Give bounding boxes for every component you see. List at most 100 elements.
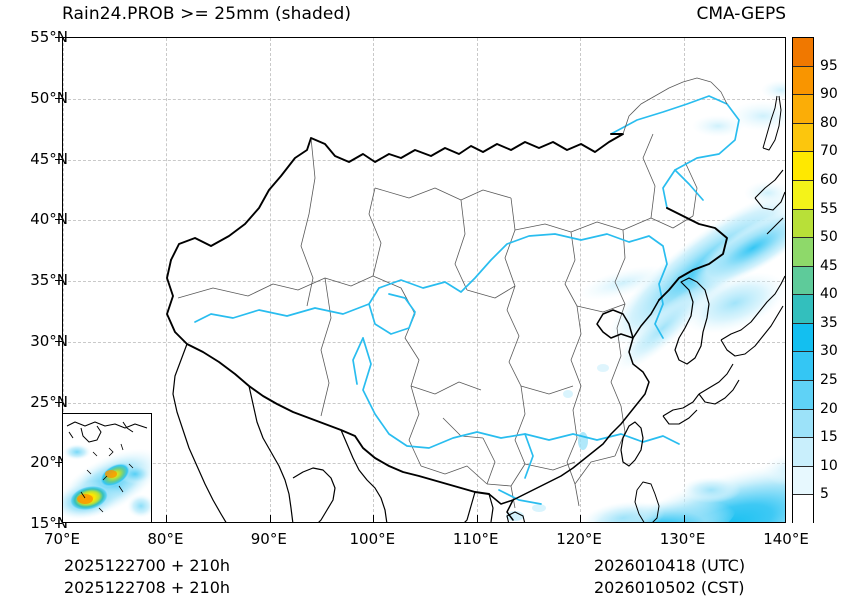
coastline-japan xyxy=(662,169,785,425)
coastline-philippines xyxy=(634,481,660,522)
colorbar-label-50: 50 xyxy=(820,229,838,246)
gridline-lat-35 xyxy=(63,281,785,282)
xtick-label-120: 120°E xyxy=(556,530,602,548)
ytick-label-20: 20°N xyxy=(30,453,68,472)
colorbar-label-10: 10 xyxy=(820,457,838,474)
xtick-label-70: 70°E xyxy=(43,530,81,548)
national-border-northeast xyxy=(658,207,728,301)
inset-canvas xyxy=(63,414,151,522)
colorbar[interactable] xyxy=(792,37,814,524)
xtick-100 xyxy=(373,515,375,522)
colorbar-label-25: 25 xyxy=(820,372,838,389)
colorbar-band-50 xyxy=(793,209,813,239)
footer-init-time-utc: 2025122700 + 210h xyxy=(64,556,231,575)
colorbar-band-30 xyxy=(793,323,813,353)
colorbar-band-0 xyxy=(793,495,813,524)
gridline-lat-45 xyxy=(63,159,785,161)
colorbar-label-20: 20 xyxy=(820,400,838,417)
map-plot-area[interactable] xyxy=(62,37,786,523)
xtick-label-140: 140°E xyxy=(763,530,809,548)
coastline-taiwan xyxy=(620,421,644,467)
colorbar-label-70: 70 xyxy=(820,143,838,160)
ytick-label-15: 15°N xyxy=(30,514,68,532)
page-title: Rain24.PROB >= 25mm (shaded) xyxy=(62,4,352,24)
colorbar-band-10 xyxy=(793,438,813,467)
ytick-45 xyxy=(55,158,62,160)
ytick-label-35: 35°N xyxy=(30,271,68,289)
rivers xyxy=(194,95,740,505)
footer-valid-time-cst: 2026010502 (CST) xyxy=(594,578,745,597)
ytick-label-55: 55°N xyxy=(30,28,68,46)
ytick-20 xyxy=(55,462,62,464)
coastline-hainan xyxy=(506,511,526,522)
colorbar-band-55 xyxy=(793,180,813,210)
xtick-label-90: 90°E xyxy=(250,530,287,548)
colorbar-label-5: 5 xyxy=(820,486,829,503)
xtick-110 xyxy=(476,515,478,522)
colorbar-label-55: 55 xyxy=(820,200,838,217)
colorbar-band-35 xyxy=(793,295,813,324)
gridline-lon-90 xyxy=(269,38,271,522)
colorbar-band-80 xyxy=(793,95,813,124)
ytick-30 xyxy=(55,340,62,342)
colorbar-band-70 xyxy=(793,123,813,153)
province-borders xyxy=(177,133,698,509)
colorbar-band-20 xyxy=(793,381,813,410)
colorbar-label-40: 40 xyxy=(820,286,838,303)
gridline-lon-120 xyxy=(580,38,582,522)
map-linework-layer xyxy=(166,77,785,522)
colorbar-label-30: 30 xyxy=(820,343,838,360)
colorbar-label-90: 90 xyxy=(820,86,838,103)
gridline-lat-40 xyxy=(63,220,785,222)
gridline-lat-50 xyxy=(63,98,785,100)
map-canvas xyxy=(63,38,785,522)
coastline-korea xyxy=(674,277,710,365)
ytick-15 xyxy=(55,523,62,524)
gridline-lat-25 xyxy=(63,402,785,404)
gridline-lon-100 xyxy=(373,38,375,522)
ytick-label-25: 25°N xyxy=(30,392,68,411)
ytick-50 xyxy=(55,97,62,99)
coastline-indochina xyxy=(464,491,494,522)
colorbar-band-60 xyxy=(793,152,813,181)
coastline-china xyxy=(488,299,660,521)
inset-map-south-china-sea[interactable] xyxy=(62,413,152,523)
xtick-label-100: 100°E xyxy=(349,530,396,548)
colorbar-band-95+ xyxy=(793,38,813,67)
colorbar-band-40 xyxy=(793,266,813,296)
colorbar-label-60: 60 xyxy=(820,171,838,188)
colorbar-label-15: 15 xyxy=(820,429,838,446)
xtick-label-130: 130°E xyxy=(659,530,706,548)
colorbar-label-80: 80 xyxy=(820,114,838,131)
gridline-lon-70 xyxy=(63,38,64,522)
footer-valid-time-utc: 2026010418 (UTC) xyxy=(594,556,746,575)
xtick-90 xyxy=(269,515,271,522)
coastline-sakhalin xyxy=(762,95,782,151)
colorbar-label-45: 45 xyxy=(820,257,838,274)
national-border-west-south xyxy=(166,259,490,495)
xtick-label-80: 80°E xyxy=(147,530,184,548)
colorbar-band-15 xyxy=(793,409,813,439)
colorbar-band-90 xyxy=(793,66,813,96)
ytick-label-45: 45°N xyxy=(30,149,68,168)
xtick-130 xyxy=(683,515,685,522)
ytick-label-30: 30°N xyxy=(30,331,68,350)
coastline-india xyxy=(172,343,388,522)
ytick-35 xyxy=(55,280,62,281)
gridline-lat-20 xyxy=(63,463,785,465)
colorbar-band-45 xyxy=(793,238,813,267)
model-name-label: CMA-GEPS xyxy=(696,4,786,24)
gridline-lon-110 xyxy=(476,38,478,522)
colorbar-band-5 xyxy=(793,466,813,496)
ytick-label-50: 50°N xyxy=(30,88,68,107)
footer-init-time-cst: 2025122708 + 210h xyxy=(64,578,231,597)
ytick-25 xyxy=(55,401,62,403)
gridline-lat-30 xyxy=(63,341,785,343)
national-border-china xyxy=(170,133,624,261)
xtick-80 xyxy=(166,515,168,522)
xtick-label-110: 110°E xyxy=(452,530,499,548)
xtick-120 xyxy=(580,515,582,522)
ytick-55 xyxy=(55,37,62,38)
colorbar-label-35: 35 xyxy=(820,314,838,331)
ytick-40 xyxy=(55,219,62,221)
